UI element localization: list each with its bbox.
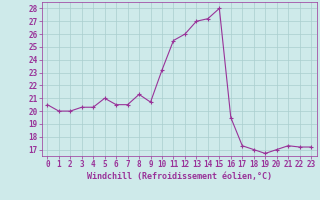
X-axis label: Windchill (Refroidissement éolien,°C): Windchill (Refroidissement éolien,°C) (87, 172, 272, 181)
